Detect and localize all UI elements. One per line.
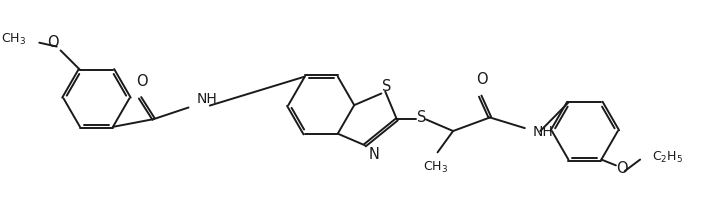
Text: O: O bbox=[47, 35, 58, 50]
Text: CH$_3$: CH$_3$ bbox=[423, 160, 448, 175]
Text: CH$_3$: CH$_3$ bbox=[1, 32, 26, 47]
Text: NH: NH bbox=[533, 125, 553, 139]
Text: C$_2$H$_5$: C$_2$H$_5$ bbox=[652, 150, 683, 165]
Text: S: S bbox=[418, 110, 427, 125]
Text: N: N bbox=[369, 148, 379, 162]
Text: O: O bbox=[477, 72, 488, 87]
Text: NH: NH bbox=[197, 92, 217, 106]
Text: O: O bbox=[136, 74, 148, 89]
Text: S: S bbox=[382, 79, 392, 94]
Text: O: O bbox=[616, 161, 628, 176]
